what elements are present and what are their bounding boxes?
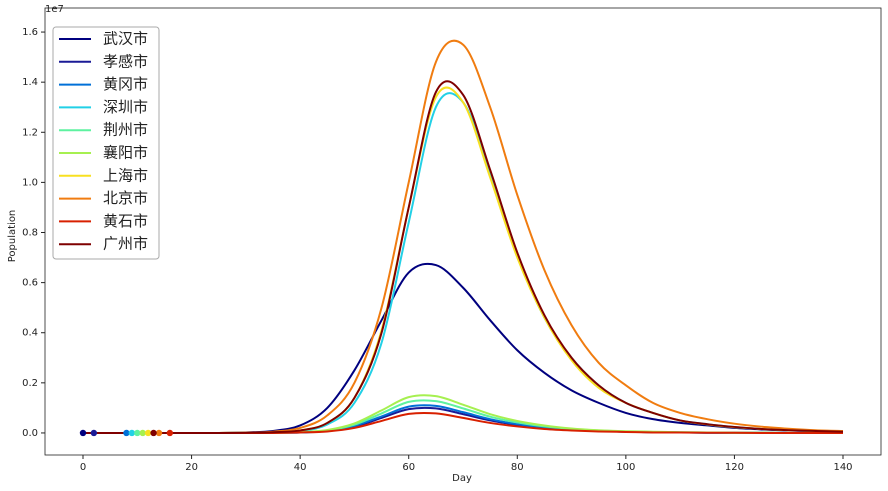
legend-label: 武汉市 [103, 30, 148, 48]
start-point [90, 429, 98, 437]
start-point [155, 429, 163, 437]
x-tick-label: 40 [294, 462, 307, 473]
y-tick-label: 1.4 [22, 77, 38, 88]
legend-label: 上海市 [103, 166, 148, 184]
series-line [82, 39, 844, 434]
plot-frame [44, 7, 882, 456]
x-axis-label: Day [452, 473, 472, 484]
legend-label: 深圳市 [103, 98, 148, 116]
start-point [150, 429, 157, 437]
legend-label: 广州市 [103, 235, 148, 253]
start-point [79, 429, 87, 437]
legend-label: 黄石市 [103, 212, 148, 230]
y-tick-label: 0.2 [22, 378, 38, 389]
start-point [166, 429, 174, 437]
y-tick-label: 1.0 [22, 177, 38, 188]
y-tick-label: 0.8 [22, 228, 38, 239]
start-point [144, 429, 152, 437]
y-tick-label: 0.6 [22, 278, 38, 289]
start-point [128, 429, 136, 437]
series-line [82, 80, 844, 434]
x-tick-label: 0 [80, 462, 86, 473]
legend-label: 北京市 [103, 189, 148, 207]
y-axis-label: Population [7, 210, 18, 263]
y-tick-label: 0.4 [22, 328, 38, 339]
series-line [82, 92, 844, 434]
x-tick-label: 100 [616, 462, 635, 473]
x-tick-label: 120 [725, 462, 744, 473]
x-tick-label: 140 [833, 462, 852, 473]
start-point [134, 429, 141, 437]
y-offset-label: 1e7 [45, 4, 64, 15]
series-line [82, 86, 844, 434]
legend-label: 黄冈市 [103, 75, 148, 93]
x-tick-label: 60 [402, 462, 415, 473]
y-tick-label: 0.0 [22, 428, 38, 439]
start-point [123, 429, 130, 437]
y-tick-label: 1.2 [22, 127, 38, 138]
legend-label: 荆州市 [103, 121, 148, 139]
start-point [139, 429, 146, 437]
x-tick-label: 20 [185, 462, 198, 473]
legend-label: 孝感市 [103, 52, 148, 70]
legend-label: 襄阳市 [103, 144, 148, 162]
x-tick-label: 80 [511, 462, 524, 473]
y-tick-label: 1.6 [22, 27, 38, 38]
